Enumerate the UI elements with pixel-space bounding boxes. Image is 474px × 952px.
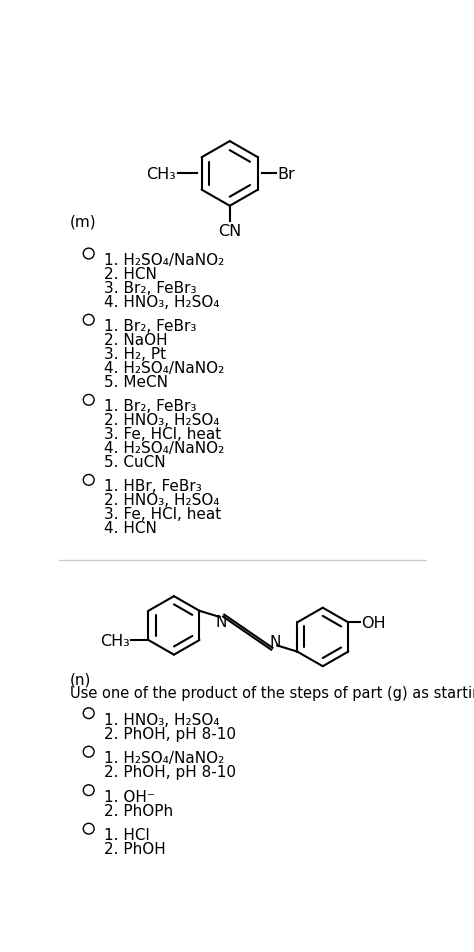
Text: CN: CN — [218, 224, 241, 238]
Text: (n): (n) — [70, 672, 91, 687]
Text: 4. H₂SO₄/NaNO₂: 4. H₂SO₄/NaNO₂ — [104, 441, 225, 455]
Text: 5. MeCN: 5. MeCN — [104, 374, 168, 389]
Text: 3. Br₂, FeBr₃: 3. Br₂, FeBr₃ — [104, 281, 197, 295]
Text: 3. H₂, Pt: 3. H₂, Pt — [104, 347, 166, 362]
Text: 2. HNO₃, H₂SO₄: 2. HNO₃, H₂SO₄ — [104, 412, 220, 427]
Text: 2. PhOPh: 2. PhOPh — [104, 803, 173, 818]
Text: 3. Fe, HCl, heat: 3. Fe, HCl, heat — [104, 506, 221, 522]
Text: 2. PhOH, pH 8-10: 2. PhOH, pH 8-10 — [104, 764, 236, 779]
Text: 1. Br₂, FeBr₃: 1. Br₂, FeBr₃ — [104, 319, 197, 334]
Text: 1. H₂SO₄/NaNO₂: 1. H₂SO₄/NaNO₂ — [104, 252, 225, 268]
Text: Use one of the product of the steps of part (g) as starting material.: Use one of the product of the steps of p… — [70, 685, 474, 701]
Text: OH: OH — [362, 615, 386, 630]
Text: 5. CuCN: 5. CuCN — [104, 454, 166, 469]
Text: 2. PhOH: 2. PhOH — [104, 842, 166, 856]
Text: 4. H₂SO₄/NaNO₂: 4. H₂SO₄/NaNO₂ — [104, 361, 225, 375]
Text: 1. H₂SO₄/NaNO₂: 1. H₂SO₄/NaNO₂ — [104, 750, 225, 765]
Text: 2. PhOH, pH 8-10: 2. PhOH, pH 8-10 — [104, 725, 236, 741]
Text: CH₃: CH₃ — [100, 633, 130, 648]
Text: 1. HBr, FeBr₃: 1. HBr, FeBr₃ — [104, 479, 202, 494]
Text: N: N — [270, 634, 281, 649]
Text: 1. HNO₃, H₂SO₄: 1. HNO₃, H₂SO₄ — [104, 712, 220, 727]
Text: (m): (m) — [70, 214, 97, 229]
Text: 2. HNO₃, H₂SO₄: 2. HNO₃, H₂SO₄ — [104, 493, 220, 507]
Text: 2. HCN: 2. HCN — [104, 267, 157, 282]
Text: 4. HNO₃, H₂SO₄: 4. HNO₃, H₂SO₄ — [104, 294, 220, 309]
Text: 2. NaOH: 2. NaOH — [104, 332, 168, 347]
Text: 1. OH⁻: 1. OH⁻ — [104, 789, 155, 803]
Text: Br: Br — [278, 167, 296, 182]
Text: 1. Br₂, FeBr₃: 1. Br₂, FeBr₃ — [104, 399, 197, 414]
Text: 4. HCN: 4. HCN — [104, 521, 157, 535]
Text: 3. Fe, HCl, heat: 3. Fe, HCl, heat — [104, 426, 221, 442]
Text: CH₃: CH₃ — [146, 167, 176, 182]
Text: N: N — [216, 614, 227, 629]
Text: 1. HCl: 1. HCl — [104, 827, 150, 843]
